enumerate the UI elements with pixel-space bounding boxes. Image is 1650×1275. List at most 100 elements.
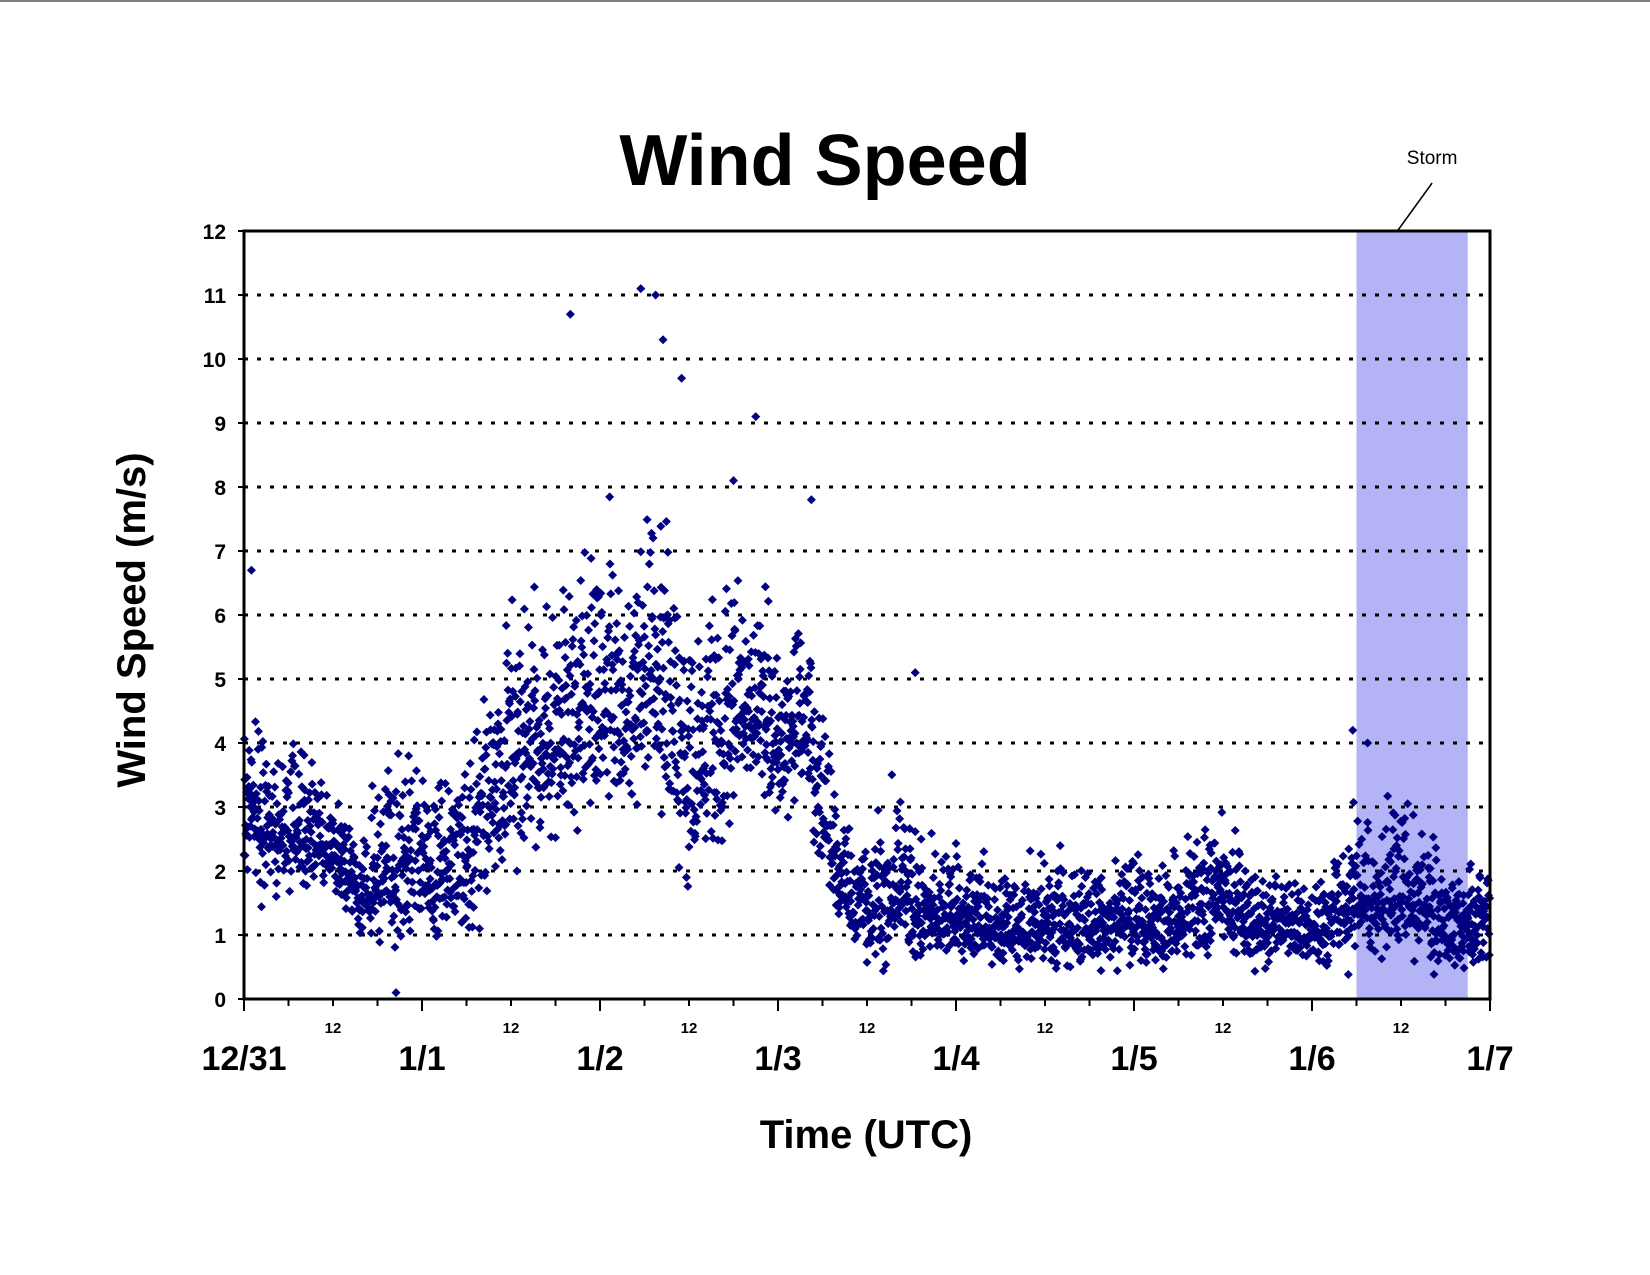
data-point-2417: [1135, 882, 1145, 892]
data-point-764: [522, 793, 532, 803]
data-point-652: [481, 743, 491, 753]
data-point-944: [589, 636, 599, 646]
data-point-696: [497, 855, 507, 865]
data-point-1241: [699, 779, 709, 789]
data-point-3084: [1383, 791, 1393, 801]
data-point-732: [510, 691, 520, 701]
data-point-2673: [1230, 826, 1240, 836]
data-point-867: [561, 637, 571, 647]
data-point-3288: [1458, 946, 1468, 956]
noon-label-0: 12: [325, 1020, 342, 1037]
data-point-809: [539, 711, 549, 721]
data-point-1317: [727, 679, 737, 689]
data-point-1578: [824, 749, 834, 759]
data-point-1418: [765, 693, 775, 703]
data-point-448: [405, 926, 415, 936]
data-point-1172: [674, 797, 684, 807]
data-point-3066: [1376, 868, 1386, 878]
data-point-2687: [1235, 877, 1245, 887]
data-point-618: [468, 848, 478, 858]
data-point-1448: [776, 750, 786, 760]
data-point-1592: [829, 789, 839, 799]
data-point-1498: [795, 672, 805, 682]
data-point-2158: [1039, 858, 1049, 868]
data-point-2633: [1215, 885, 1225, 895]
data-point-1763: [893, 845, 903, 855]
data-point-2260: [1077, 952, 1087, 962]
data-point-505: [426, 863, 436, 873]
data-point-1423: [767, 707, 777, 717]
data-point-1291: [718, 802, 728, 812]
data-point-887: [568, 635, 578, 645]
data-point-1134: [660, 586, 670, 596]
data-point-885: [567, 641, 577, 651]
data-point-1181: [677, 733, 687, 743]
data-point-2240: [1070, 870, 1080, 880]
data-point-630: [473, 837, 483, 847]
data-point-1858: [928, 900, 938, 910]
data-point-1712: [874, 895, 884, 905]
data-point-3363: [651, 290, 661, 300]
data-point-891: [569, 740, 579, 750]
data-point-718: [505, 694, 515, 704]
data-point-2477: [1158, 861, 1168, 871]
data-point-511: [428, 915, 438, 925]
data-point-911: [577, 642, 587, 652]
data-point-1266: [708, 728, 718, 738]
data-point-3078: [1380, 862, 1390, 872]
data-point-2516: [1172, 946, 1182, 956]
data-point-1250: [703, 672, 713, 682]
data-point-1173: [674, 863, 684, 873]
data-point-1288: [717, 738, 727, 748]
data-point-1906: [946, 872, 956, 882]
data-point-1859: [928, 873, 938, 883]
data-point-1990: [977, 859, 987, 869]
data-point-906: [575, 660, 585, 670]
data-point-614: [467, 886, 477, 896]
data-point-3047: [1369, 858, 1379, 868]
data-point-974: [600, 685, 610, 695]
data-point-736: [512, 866, 522, 876]
data-point-1117: [653, 719, 663, 729]
data-point-1301: [721, 584, 731, 594]
data-point-1010: [614, 586, 624, 596]
data-point-756: [519, 604, 529, 614]
data-point-671: [488, 817, 498, 827]
data-point-3191: [1422, 917, 1432, 927]
data-point-1109: [650, 709, 660, 719]
data-point-1096: [645, 547, 655, 557]
y-tick-label-12: 12: [203, 221, 226, 244]
data-point-993: [607, 660, 617, 670]
data-point-2171: [1044, 874, 1054, 884]
data-point-3130: [1400, 813, 1410, 823]
data-point-3058: [1373, 897, 1383, 907]
data-point-1240: [699, 721, 709, 731]
data-point-686: [493, 707, 503, 717]
data-point-710: [502, 759, 512, 769]
data-point-1303: [722, 791, 732, 801]
data-point-121: [284, 856, 294, 866]
data-point-1362: [744, 661, 754, 671]
data-point-610: [465, 759, 475, 769]
data-point-637: [475, 807, 485, 817]
storm-annotation-line: [1397, 182, 1433, 231]
data-point-1644: [849, 907, 859, 917]
data-point-1014: [615, 776, 625, 786]
data-point-1751: [888, 862, 898, 872]
data-point-3259: [1448, 880, 1458, 890]
data-point-523: [433, 926, 443, 936]
data-point-2537: [1180, 942, 1190, 952]
data-point-1957: [965, 875, 975, 885]
data-point-208: [316, 778, 326, 788]
data-point-541: [440, 892, 450, 902]
data-point-621: [469, 735, 479, 745]
data-point-714: [504, 708, 514, 718]
data-point-359: [372, 861, 382, 871]
data-point-833: [548, 764, 558, 774]
data-point-666: [486, 793, 496, 803]
data-point-2211: [1059, 895, 1069, 905]
data-point-653: [481, 750, 491, 760]
data-point-494: [422, 806, 432, 816]
data-point-1176: [675, 808, 685, 818]
data-point-1864: [930, 849, 940, 859]
